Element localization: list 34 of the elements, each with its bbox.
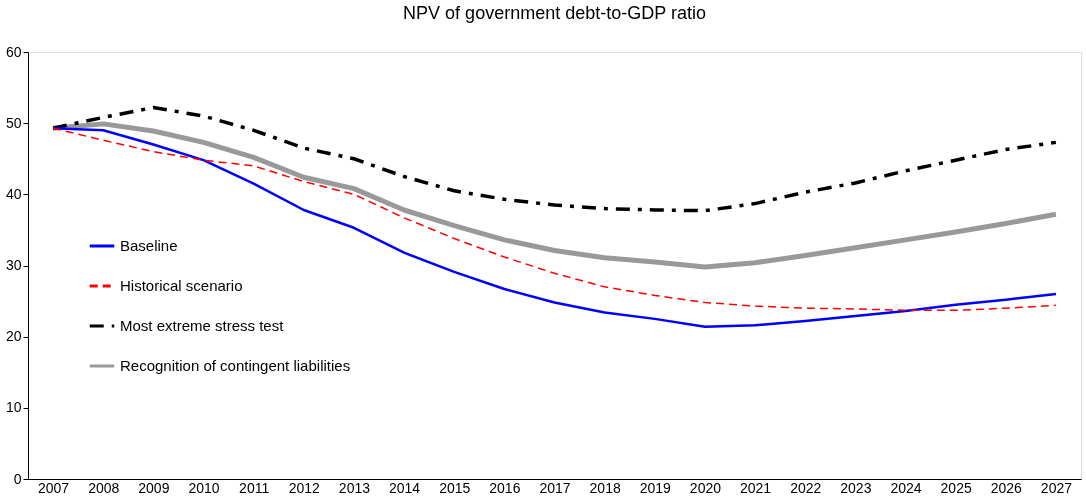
- x-tick-label: 2016: [489, 479, 521, 496]
- y-tick-label: 20: [5, 328, 22, 345]
- x-tick-label: 2009: [138, 479, 170, 496]
- chart-title: NPV of government debt-to-GDP ratio: [403, 3, 706, 23]
- x-tick-label: 2023: [840, 479, 872, 496]
- x-tick-label: 2010: [188, 479, 220, 496]
- legend-label: Most extreme stress test: [120, 317, 285, 334]
- line-series: [51, 105, 1058, 213]
- legend-label: Baseline: [120, 237, 178, 254]
- y-tick-label: 30: [5, 257, 22, 273]
- x-tick-label: 2014: [388, 479, 421, 496]
- x-tick-label: 2020: [689, 479, 722, 496]
- x-tick-label: 2021: [739, 479, 772, 496]
- y-tick-label: 10: [5, 399, 22, 416]
- x-tick-label: 2011: [239, 479, 270, 496]
- x-tick-label: 2007: [37, 479, 70, 496]
- x-tick-label: 2026: [990, 479, 1023, 496]
- x-tick-label: 2018: [589, 479, 621, 496]
- x-tick-label: 2024: [890, 479, 922, 496]
- y-tick-label: 0: [13, 470, 22, 487]
- x-tick-label: 2015: [439, 479, 471, 496]
- y-tick-label: 50: [5, 114, 22, 131]
- x-tick-label: 2025: [940, 479, 972, 496]
- x-tick-label: 2008: [88, 479, 120, 496]
- x-tick-label: 2019: [639, 479, 672, 496]
- y-tick-label: 60: [5, 43, 22, 60]
- x-tick-label: 2017: [539, 479, 571, 496]
- x-tick-label: 2012: [288, 479, 321, 496]
- y-tick-label: 40: [5, 185, 22, 202]
- x-tick-label: 2013: [338, 479, 371, 496]
- x-tick-label: 2022: [790, 479, 822, 496]
- legend-label: Recognition of contingent liabilities: [120, 357, 351, 374]
- legend-label: Historical scenario: [120, 277, 243, 294]
- x-tick-label: 2027: [1040, 479, 1073, 496]
